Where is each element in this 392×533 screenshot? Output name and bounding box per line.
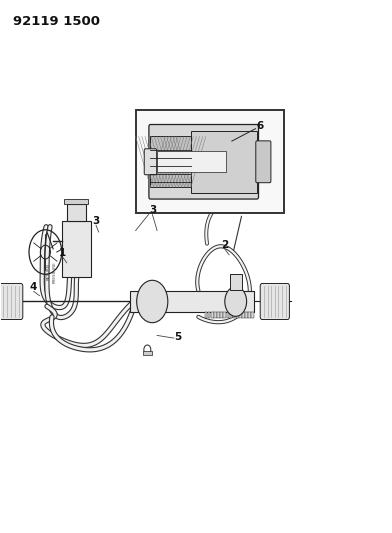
Bar	[239, 312, 241, 318]
Bar	[65, 199, 88, 204]
Bar	[242, 312, 245, 318]
Bar	[62, 221, 91, 277]
Bar	[236, 312, 238, 318]
Text: 4: 4	[30, 282, 37, 293]
Bar	[248, 312, 251, 318]
FancyBboxPatch shape	[0, 284, 23, 319]
Bar	[251, 312, 254, 318]
Bar	[230, 274, 241, 290]
Bar	[67, 204, 86, 221]
Bar	[191, 131, 257, 193]
Bar	[214, 312, 217, 318]
Text: 1: 1	[59, 248, 66, 258]
FancyBboxPatch shape	[149, 125, 258, 199]
Bar	[233, 312, 235, 318]
Text: PRESSURE: PRESSURE	[53, 261, 57, 282]
Bar	[205, 312, 207, 318]
Bar	[143, 351, 152, 354]
FancyBboxPatch shape	[256, 141, 271, 183]
Text: 92119 1500: 92119 1500	[13, 14, 100, 28]
Bar	[230, 312, 232, 318]
Bar	[151, 136, 191, 187]
Bar	[151, 136, 191, 187]
Text: 2: 2	[221, 240, 229, 250]
Bar	[227, 312, 229, 318]
Circle shape	[137, 280, 168, 322]
Text: 5: 5	[174, 332, 181, 342]
Bar	[130, 292, 254, 312]
FancyBboxPatch shape	[144, 149, 157, 175]
Circle shape	[225, 287, 247, 317]
Bar	[191, 131, 257, 193]
Bar	[136, 110, 283, 214]
Bar	[245, 312, 248, 318]
Bar	[223, 312, 226, 318]
Bar	[211, 312, 214, 318]
Text: RETURN: RETURN	[47, 263, 51, 280]
Bar	[208, 312, 211, 318]
Text: 3: 3	[93, 216, 100, 226]
FancyBboxPatch shape	[260, 284, 289, 319]
Text: 6: 6	[256, 120, 263, 131]
Bar	[217, 312, 220, 318]
Bar	[220, 312, 223, 318]
Bar	[156, 151, 226, 172]
Text: 3: 3	[149, 206, 156, 215]
